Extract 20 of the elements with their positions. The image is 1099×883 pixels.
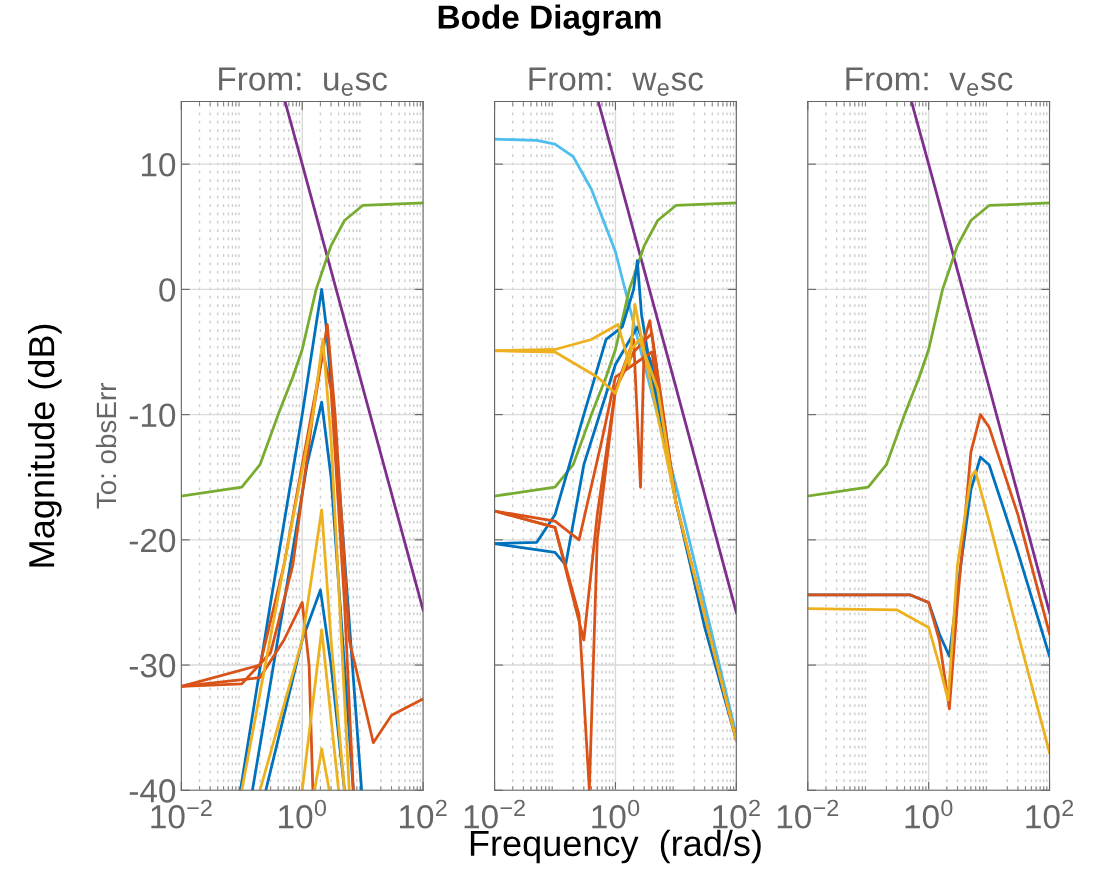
x-tick-label: 10$^{−2}$ [464,799,525,829]
chart-title: From: w$_{e}$sc [529,67,704,96]
x-tick-label: 10$^{2}$ [713,799,760,829]
y-tick-label: -30 [129,653,176,678]
y-tick-label: 10 [141,152,176,177]
x-tick-label: 10$^{0}$ [592,799,640,829]
text: Bode Diagram [438,4,661,36]
chart-title: From: v$_{e}$sc [846,67,1013,96]
y-tick-label: -20 [129,528,176,553]
y-tick-label: -10 [129,403,176,428]
text: To: obsErr [95,383,117,509]
x-tick-label: 10$^{2}$ [399,799,447,829]
x-axis-title: Frequency (rad/s) [470,829,761,864]
chart-title: From: u$_{e}$sc [219,67,388,96]
x-tick-label: 10$^{−2}$ [777,799,839,829]
y-tick-label: 0 [159,278,176,302]
y-axis-title: Magnitude (dB) [27,324,62,567]
x-tick-label: 10$^{2}$ [1026,799,1074,829]
x-tick-label: 10$^{0}$ [279,799,327,829]
x-tick-label: 10$^{0}$ [905,799,953,829]
